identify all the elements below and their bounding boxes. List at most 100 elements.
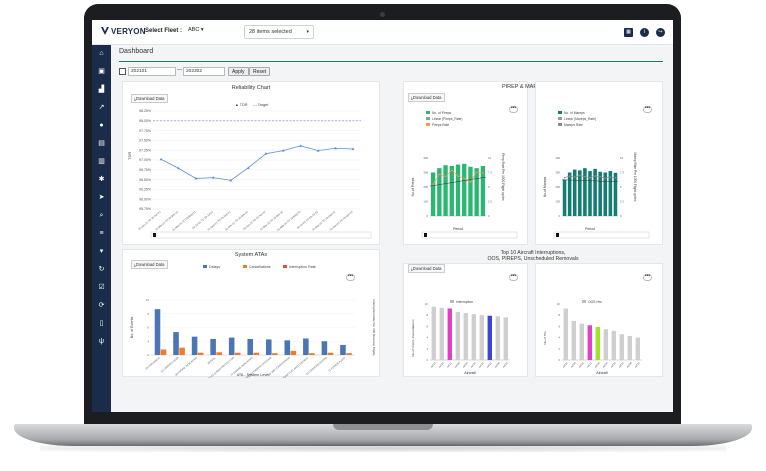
aircraft-bar — [563, 308, 568, 360]
date-to-input[interactable]: 202302 — [183, 67, 225, 76]
aircraft-bar — [431, 306, 436, 360]
y-tick-label: 96.75% — [139, 168, 151, 172]
cancellation-bar — [253, 352, 260, 355]
rate-point — [573, 176, 576, 178]
x-tick-label: AC05 — [454, 361, 462, 369]
tdr-point — [299, 144, 303, 147]
delay-bar — [228, 337, 235, 355]
bar — [603, 172, 608, 216]
fleet-dropdown[interactable]: ABC ▾ — [188, 27, 204, 33]
tdr-point — [246, 166, 250, 169]
interruption-more-button[interactable]: ••• — [509, 273, 518, 281]
oos-more-button[interactable]: ••• — [643, 273, 652, 281]
y-tick-label: 100 — [423, 200, 428, 204]
exit-icon[interactable]: ↪ — [656, 28, 665, 37]
legend-swatch — [558, 111, 562, 114]
aircraft-multiselect[interactable]: 28 items selected ▾ — [244, 25, 314, 39]
gear-icon[interactable]: ✱ — [98, 176, 105, 183]
marep-more-button[interactable]: ••• — [643, 105, 652, 113]
info-icon[interactable]: i — [640, 28, 649, 37]
apply-button[interactable]: Apply — [228, 67, 249, 76]
date-from-input[interactable]: 202101 — [128, 67, 176, 76]
reset-button[interactable]: Reset — [249, 67, 271, 76]
legend-label: No. of Mareps — [564, 111, 585, 115]
bar — [430, 172, 436, 216]
search-icon[interactable]: ⌕ — [99, 212, 104, 219]
line-chart-icon[interactable]: ↗ — [98, 104, 105, 111]
legend-label: No. of Pireps — [432, 111, 451, 115]
legend-swatch — [558, 117, 562, 120]
image-icon[interactable]: ▣ — [98, 68, 105, 75]
y2-tick-label: 0 — [488, 214, 490, 218]
x-tick-label: AC04 — [462, 361, 470, 369]
delay-bar — [173, 332, 179, 355]
x-tick-label: 23-COMMUNICATIONS — [305, 356, 328, 376]
document-icon[interactable]: ▥ — [98, 158, 105, 165]
y-tick-label: 0 — [558, 214, 560, 218]
y-tick-label: 97.50% — [139, 139, 151, 143]
y2-tick-label: 5 — [620, 185, 622, 189]
y-axis-label-left: No.of Pireps — [411, 177, 415, 196]
send-icon[interactable]: ➤ — [98, 194, 105, 201]
sidebar: ⌂ ▣ ▟ ↗ ● ▤ ▥ ✱ ➤ ⌕ ≡ ▾ ↻ ☑ ⟳ ▯ ψ — [92, 45, 111, 412]
y-axis-label: TDR — [127, 152, 132, 160]
file-icon[interactable]: ▤ — [98, 140, 105, 147]
y-tick-label: 400 — [423, 156, 428, 160]
x-axis-label: Period — [585, 227, 595, 231]
bar — [613, 172, 618, 216]
page-icon[interactable]: ▯ — [99, 320, 104, 327]
bar-chart-icon[interactable]: ▟ — [98, 86, 105, 93]
grid-icon[interactable]: ▦ — [624, 28, 633, 37]
y-tick-label: 0 — [426, 214, 428, 218]
rate-point — [432, 183, 434, 185]
reliability-download-button[interactable]: ⤓Download Data — [131, 94, 168, 103]
legend-label: Interruption Rate — [289, 265, 316, 269]
legend-label: Linear (Mareps_Rate) — [564, 117, 596, 121]
y-tick-label: 300 — [423, 171, 428, 175]
sync-icon[interactable]: ⟳ — [98, 302, 105, 309]
y2-tick-label: 0 — [620, 214, 622, 218]
x-tick-label: 73-ENGINE FUEL AND CONTROL — [278, 356, 310, 378]
pirep-more-button[interactable]: ••• — [509, 105, 518, 113]
y-tick-label: 4 — [426, 336, 428, 340]
logo-text: VERYON — [111, 27, 146, 36]
y-tick-label: 2 — [426, 347, 428, 351]
rate-point — [482, 172, 484, 174]
info-icon[interactable]: ● — [99, 122, 104, 129]
scrollbar-handle — [424, 233, 427, 237]
aircraft-bar — [571, 320, 576, 360]
atas-download-button[interactable]: ⤓Download Data — [131, 260, 168, 269]
aircraft-bar — [503, 317, 508, 360]
x-tick-label: AC16 — [438, 361, 446, 369]
atas-more-button[interactable]: ••• — [346, 273, 355, 281]
legend-label: OOS Hrs — [588, 300, 602, 304]
plug-icon[interactable]: ψ — [99, 338, 104, 345]
pirep-download-button[interactable]: ⤓Download Data — [408, 93, 445, 102]
refresh-icon[interactable]: ↻ — [98, 266, 105, 273]
aircraft-bar — [439, 307, 444, 360]
tdr-point — [159, 157, 163, 161]
home-icon[interactable]: ⌂ — [99, 50, 104, 57]
cancellation-bar — [160, 349, 167, 355]
title-divider — [119, 61, 663, 62]
x-tick-label: AC16 — [562, 361, 570, 369]
bar — [449, 165, 454, 216]
filter-icon[interactable]: ▾ — [99, 248, 104, 255]
x-tick-label: AC05 — [594, 361, 602, 369]
bar — [437, 168, 442, 216]
database-icon[interactable]: ≡ — [99, 230, 104, 237]
cancellation-bar — [197, 352, 204, 355]
tdr-point — [316, 149, 320, 152]
calendar-icon[interactable] — [119, 68, 126, 75]
y-tick-label: 100 — [555, 200, 560, 204]
chart-scrollbar — [150, 231, 372, 239]
logo-icon — [101, 27, 109, 35]
bar — [567, 172, 572, 216]
app-screen: VERYON Select Fleet : ABC ▾ 28 items sel… — [92, 20, 673, 412]
y-tick-label: 300 — [555, 171, 560, 175]
aircraft-bar — [611, 330, 616, 360]
y-tick-label: 6 — [147, 326, 149, 330]
checklist-icon[interactable]: ☑ — [98, 284, 105, 291]
x-tick-label: AC11 — [586, 361, 593, 369]
top10-download-button[interactable]: ⤓Download Data — [408, 264, 445, 273]
